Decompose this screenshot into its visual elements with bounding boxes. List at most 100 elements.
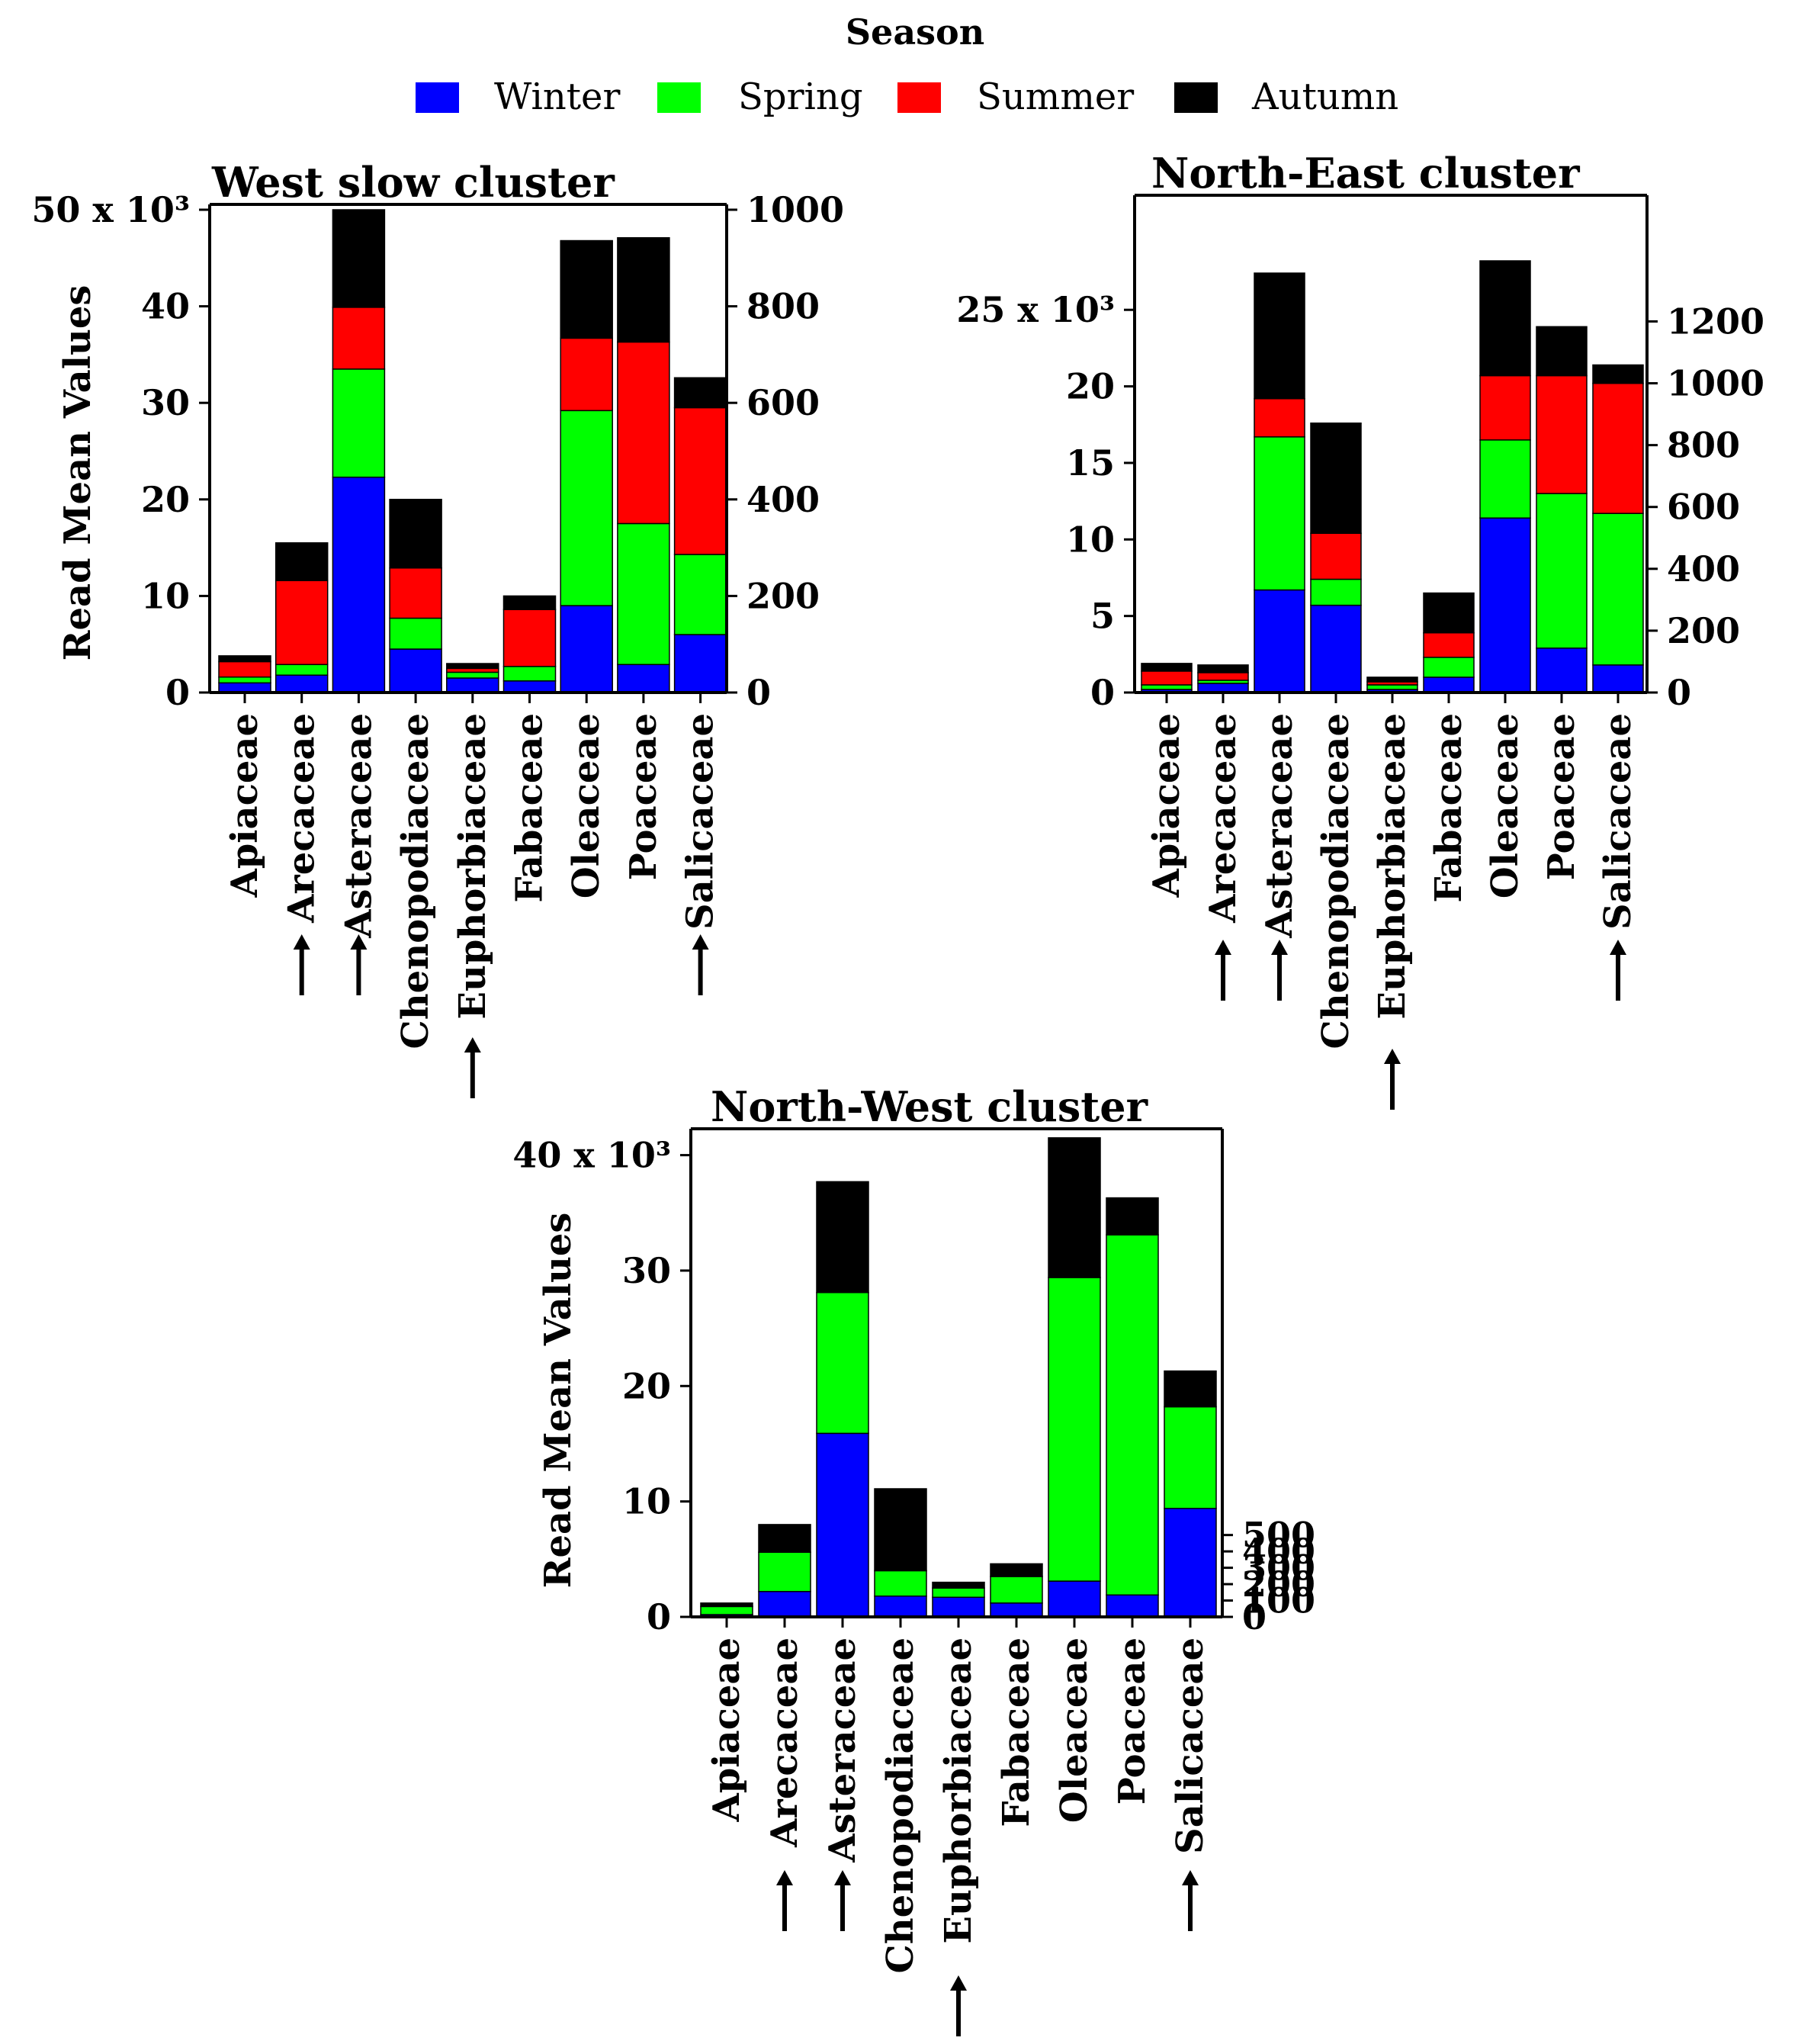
bar-apiaceae-autumn (1141, 663, 1193, 672)
x-tick-label-euphorbiaceae: Euphorbiaceae (451, 713, 494, 1020)
bar-fabaceae-spring (1423, 657, 1475, 678)
y-tick-label: 0 (647, 1596, 671, 1637)
bar-apiaceae-autumn (218, 655, 271, 663)
y-tick-label: 15 (1066, 442, 1115, 484)
bar-salicaceae-summer (673, 407, 727, 555)
legend: Season Winter Spring Summer Autumn (416, 11, 1398, 118)
bar-poaceae-autumn (617, 236, 670, 343)
y2-tick-label: 0 (1667, 672, 1691, 713)
chart-west-slow-cluster: West slow cluster Read Mean Values 0 10 20… (31, 158, 844, 1098)
bar-asteraceae-summer (1254, 397, 1305, 438)
y-axis-label: Read Mean Values (537, 1213, 580, 1589)
y2-tick-label: 400 (1667, 548, 1740, 590)
bar-asteraceae-winter (1254, 589, 1305, 693)
x-tick-label-oleaceae: Oleaceae (565, 713, 608, 898)
y2-tick-label: 600 (746, 382, 820, 423)
bars (700, 1137, 1217, 1618)
bar-apiaceae-autumn (700, 1602, 753, 1608)
bar-oleaceae-autumn (560, 239, 613, 339)
legend-label-summer: Summer (977, 76, 1134, 118)
y2-tick-label: 600 (1667, 487, 1740, 528)
bar-asteraceae-autumn (332, 209, 386, 308)
bar-poaceae-spring (617, 522, 670, 666)
bar-apiaceae-summer (1141, 670, 1193, 686)
bar-chenopodiaceae-autumn (389, 499, 442, 569)
x-tick-label-poaceae: Poaceae (1111, 1637, 1154, 1805)
x-tick-label-poaceae: Poaceae (1540, 713, 1583, 880)
x-tick-label-arecaceae: Arecaceae (763, 1637, 806, 1848)
y-tick-label: 10 (1066, 519, 1115, 560)
bar-asteraceae-winter (332, 476, 386, 693)
bar-arecaceae-summer (275, 580, 329, 666)
bar-euphorbiaceae-spring (1366, 684, 1418, 690)
bar-salicaceae-spring (1592, 513, 1644, 666)
y2-tick-label: 400 (746, 479, 820, 520)
bar-poaceae-winter (617, 664, 670, 693)
y2-tick-label: 0 (1242, 1596, 1267, 1637)
bars (218, 209, 727, 693)
x-tick-label-apiaceae: Apiaceae (223, 713, 266, 898)
y-tick-label: 50 x 10³ (31, 189, 190, 230)
arrow-icon-asteraceae (834, 1870, 851, 1931)
bar-fabaceae-autumn (1423, 592, 1475, 634)
legend-swatch-summer (897, 82, 941, 113)
bar-euphorbiaceae-autumn (446, 663, 499, 670)
bar-euphorbiaceae-spring (932, 1587, 985, 1599)
bar-oleaceae-autumn (1048, 1137, 1101, 1278)
arrow-icon-asteraceae (350, 934, 368, 995)
bar-arecaceae-winter (758, 1590, 811, 1618)
arrow-icon-arecaceae (293, 934, 310, 995)
bar-asteraceae-autumn (1254, 272, 1305, 400)
bar-oleaceae-winter (560, 605, 613, 693)
x-tick-label-chenopodiaceae: Chenopodiaceae (394, 713, 437, 1049)
arrow-icon-salicaceae (1182, 1870, 1199, 1931)
y2-tick-label: 200 (1242, 1564, 1315, 1605)
y-tick-label: 40 (141, 286, 190, 327)
arrow-icon-salicaceae (1610, 940, 1626, 1001)
arrow-icon-arecaceae (1215, 940, 1231, 1001)
bar-fabaceae-spring (502, 666, 557, 682)
bar-fabaceae-autumn (990, 1563, 1043, 1577)
bar-chenopodiaceae-winter (389, 648, 442, 693)
y2-tick-label: 300 (1242, 1547, 1315, 1589)
bar-salicaceae-spring (673, 554, 727, 635)
bar-euphorbiaceae-spring (446, 671, 499, 679)
bar-oleaceae-winter (1479, 517, 1531, 693)
bar-fabaceae-autumn (502, 595, 557, 610)
bar-poaceae-spring (1106, 1234, 1159, 1596)
bar-chenopodiaceae-winter (874, 1596, 927, 1618)
legend-label-winter: Winter (494, 76, 620, 118)
x-tick-label-salicaceae: Salicaceae (1169, 1637, 1212, 1854)
bar-euphorbiaceae-summer (446, 667, 499, 673)
bar-oleaceae-spring (1479, 439, 1531, 519)
bar-poaceae-summer (1536, 374, 1588, 494)
arrow-icon-euphorbiaceae (950, 1975, 967, 2036)
bar-salicaceae-autumn (1164, 1370, 1217, 1408)
arrow-icon-salicaceae (692, 934, 709, 995)
bar-arecaceae-spring (758, 1551, 811, 1592)
arrow-icon-asteraceae (1271, 940, 1288, 1001)
bar-arecaceae-summer (1197, 672, 1249, 681)
x-tick-label-asteraceae: Asteraceae (821, 1637, 864, 1863)
bar-fabaceae-winter (1423, 677, 1475, 693)
y2-tick-label: 1000 (1667, 363, 1764, 404)
y-tick-label: 25 x 10³ (956, 289, 1115, 330)
y-tick-label: 10 (141, 575, 190, 616)
y2-tick-label: 200 (1667, 610, 1740, 651)
x-tick-label-euphorbiaceae: Euphorbiaceae (937, 1637, 980, 1944)
x-tick-label-salicaceae: Salicaceae (1597, 713, 1639, 930)
y2-tick-label: 500 (1242, 1515, 1315, 1556)
chart-title: North-East cluster (1151, 149, 1580, 198)
y-axis-label: Read Mean Values (56, 285, 99, 661)
bar-poaceae-autumn (1106, 1197, 1159, 1236)
bar-arecaceae-autumn (275, 542, 329, 581)
bar-arecaceae-autumn (1197, 664, 1249, 673)
x-tick-label-apiaceae: Apiaceae (705, 1637, 748, 1823)
bar-chenopodiaceae-spring (389, 617, 442, 650)
legend-label-autumn: Autumn (1251, 76, 1398, 118)
x-tick-label-fabaceae: Fabaceae (1427, 713, 1470, 903)
bar-salicaceae-spring (1164, 1406, 1217, 1509)
bar-euphorbiaceae-winter (932, 1596, 985, 1618)
y-tick-label: 30 (622, 1250, 671, 1291)
y-tick-label: 40 x 10³ (512, 1135, 671, 1176)
